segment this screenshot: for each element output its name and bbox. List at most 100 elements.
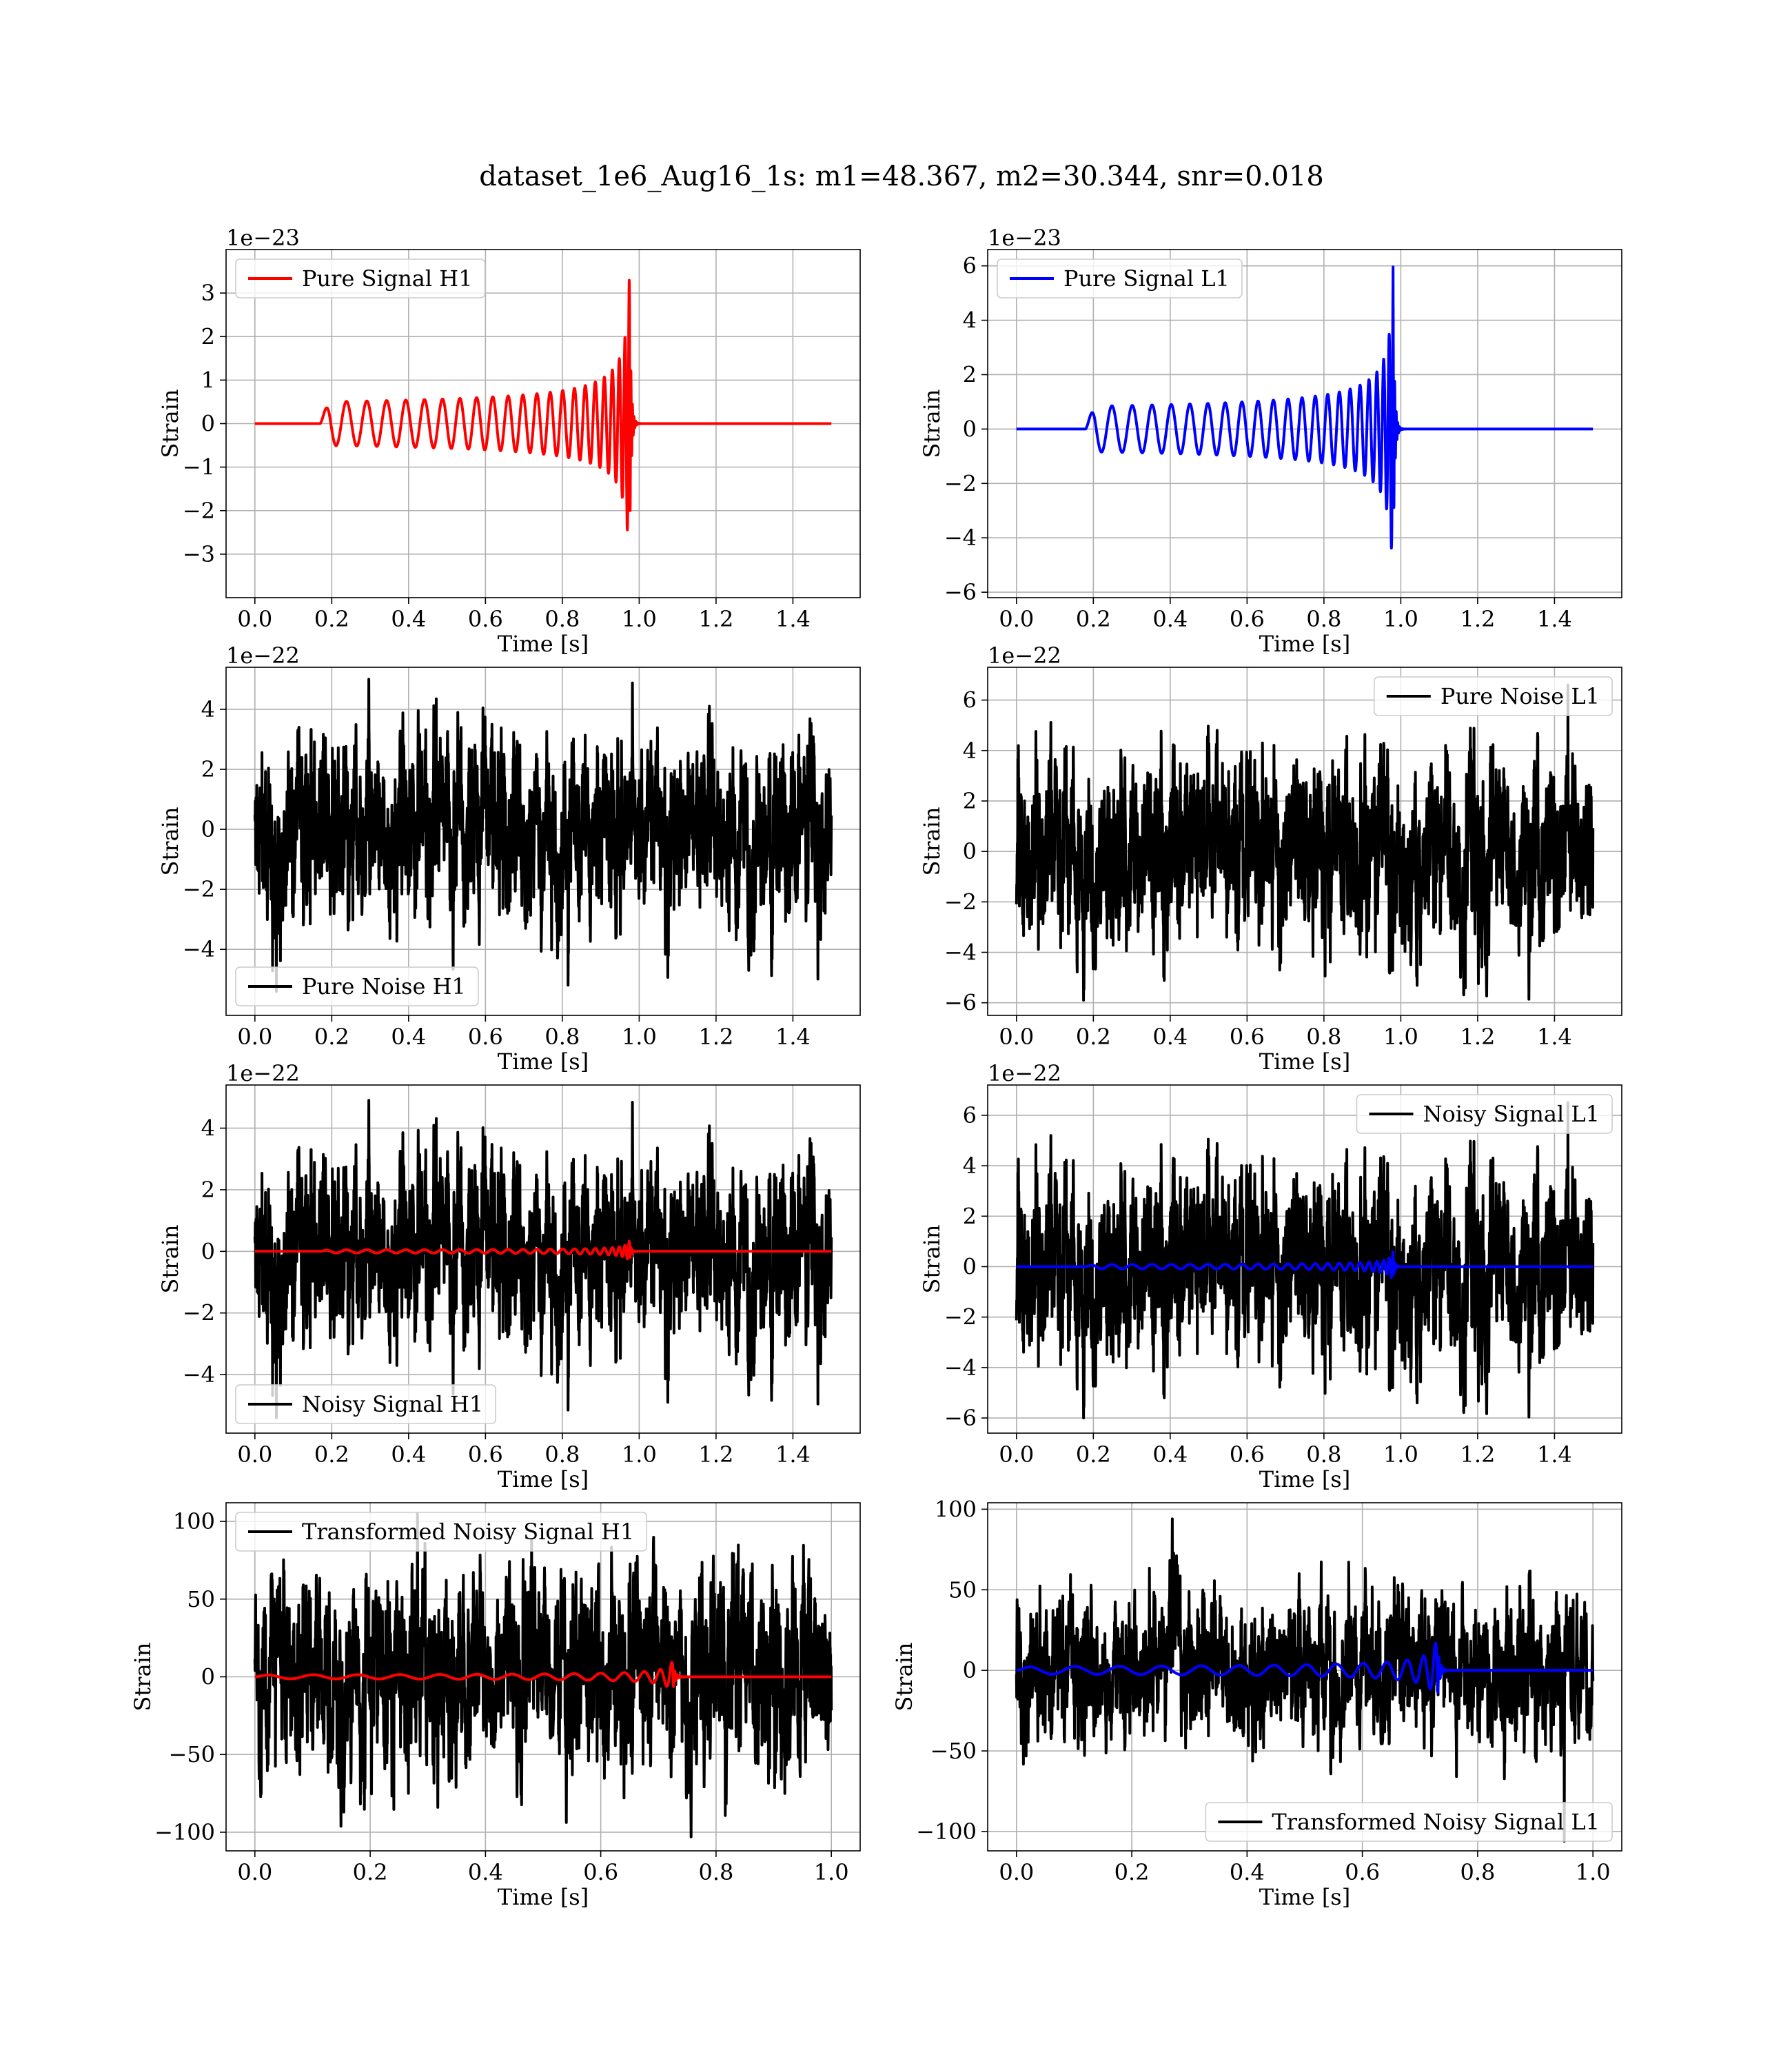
x-axis-label: Time [s] <box>1259 1048 1350 1075</box>
legend: Noisy Signal L1 <box>1356 1094 1613 1134</box>
y-tick-label: 2 <box>963 361 977 387</box>
legend-entry-label: Transformed Noisy Signal L1 <box>1272 1809 1600 1835</box>
legend-entry-label: Transformed Noisy Signal H1 <box>302 1519 634 1545</box>
subplot-transformed-noisy-signal-l1: 0.0 0.2 0.4 0.6 0.8 1.0 −100 −50 0 50 100 Time [s] S… <box>891 1496 1622 1910</box>
x-tick-label: 1.0 <box>814 1859 849 1885</box>
x-axis-label: Time [s] <box>1259 1466 1350 1492</box>
legend-frame <box>997 258 1243 298</box>
y-offset-text: 1e−22 <box>226 642 300 669</box>
x-tick-label: 0.0 <box>999 606 1034 632</box>
legend-entry-label: Noisy Signal H1 <box>302 1391 483 1417</box>
x-axis-label: Time [s] <box>498 1466 589 1492</box>
legend-frame <box>235 1384 496 1424</box>
signal-line-transformed-noisy-signal-l1 <box>1015 1641 1594 1694</box>
x-tick-label: 1.0 <box>1383 1441 1418 1468</box>
y-offset-text: 1e−22 <box>226 1060 300 1086</box>
y-tick-label: 0 <box>963 1253 977 1279</box>
y-axis-label: Strain <box>157 807 183 876</box>
y-axis-label: Strain <box>157 389 183 458</box>
y-tick-label: 2 <box>201 756 215 782</box>
x-tick-label: 0.8 <box>1460 1859 1495 1885</box>
x-tick-label: 1.0 <box>1383 1024 1418 1050</box>
subplot-transformed-noisy-signal-h1: 0.0 0.2 0.4 0.6 0.8 1.0 −100 −50 0 50 100 Time [s] S… <box>130 1502 861 1910</box>
subplot-pure-noise-h1: 0.0 0.2 0.4 0.6 0.8 1.0 1.2 1.4 −4 −2 0 2 4 Time [s] S… <box>157 642 861 1075</box>
y-tick-label: 2 <box>963 788 977 814</box>
x-axis-label: Time [s] <box>498 631 589 657</box>
y-tick-label: 0 <box>201 816 215 842</box>
x-tick-label: 0.4 <box>1152 606 1188 632</box>
legend: Noisy Signal H1 <box>235 1384 496 1424</box>
y-tick-label: −2 <box>183 1300 215 1326</box>
axes-frame <box>987 1502 1622 1852</box>
y-tick-label: 0 <box>201 1238 215 1264</box>
x-tick-label: 0.4 <box>391 606 426 632</box>
y-tick-label: −4 <box>944 1355 977 1381</box>
x-tick-label: 1.0 <box>622 606 657 632</box>
axes-frame <box>987 249 1622 598</box>
noise-line-transformed-noisy-signal-l1 <box>1015 1517 1595 1843</box>
x-tick-label: 0.4 <box>468 1859 503 1885</box>
legend: Transformed Noisy Signal H1 <box>235 1512 648 1552</box>
y-axis-label: Strain <box>919 389 945 458</box>
x-tick-label: 1.2 <box>698 1024 733 1050</box>
legend-frame <box>235 258 486 298</box>
legend-frame <box>1205 1802 1613 1842</box>
legend: Pure Signal H1 <box>235 258 486 298</box>
signal-line-transformed-noisy-signal-h1 <box>254 1661 832 1688</box>
x-tick-label: 1.0 <box>622 1441 657 1468</box>
legend-frame <box>235 966 479 1006</box>
y-tick-label: 0 <box>963 838 977 864</box>
x-tick-label: 0.8 <box>544 606 580 632</box>
y-tick-label: −50 <box>168 1741 215 1767</box>
y-tick-label: −2 <box>183 876 215 902</box>
legend-entry-label: Pure Signal H1 <box>302 265 473 292</box>
y-tick-label: 2 <box>201 323 215 349</box>
y-tick-label: −2 <box>944 1304 977 1330</box>
y-tick-label: −4 <box>183 1361 215 1388</box>
y-tick-label: −4 <box>944 525 977 551</box>
x-tick-label: 0.8 <box>544 1024 580 1050</box>
subplot-pure-signal-h1: 0.0 0.2 0.4 0.6 0.8 1.0 1.2 1.4 −3 −2 −1 0 1 2 3 Time [… <box>157 225 861 657</box>
subplot-pure-signal-l1: 0.0 0.2 0.4 0.6 0.8 1.0 1.2 1.4 −6 −4 −2 0 2 4 6 Time [… <box>919 225 1622 657</box>
y-tick-label: 6 <box>963 253 977 279</box>
y-tick-label: 4 <box>963 1153 977 1179</box>
legend-entry-label: Pure Noise H1 <box>302 973 466 1000</box>
y-offset-text: 1e−23 <box>988 225 1061 251</box>
x-tick-label: 0.0 <box>999 1441 1034 1468</box>
x-tick-label: 0.0 <box>999 1859 1034 1885</box>
x-tick-label: 0.0 <box>999 1024 1034 1050</box>
subplot-grid: 0.0 0.2 0.4 0.6 0.8 1.0 1.2 1.4 −3 −2 −1 0 1 2 3 Time [… <box>130 225 1622 1910</box>
x-tick-label: 0.2 <box>1076 606 1111 632</box>
subplot-noisy-signal-l1: 0.0 0.2 0.4 0.6 0.8 1.0 1.2 1.4 −6 −4 −2 0 2 4 6 Time [… <box>919 1060 1622 1492</box>
x-tick-label: 1.0 <box>622 1024 657 1050</box>
y-tick-label: 4 <box>201 696 215 722</box>
x-tick-label: 0.8 <box>544 1441 580 1468</box>
legend: Pure Noise L1 <box>1374 676 1613 716</box>
legend-frame <box>1356 1094 1613 1134</box>
y-tick-label: −6 <box>944 1405 977 1431</box>
x-tick-label: 0.2 <box>353 1859 388 1885</box>
y-tick-label: 0 <box>201 411 215 437</box>
y-tick-label: 2 <box>201 1177 215 1203</box>
y-offset-text: 1e−22 <box>988 1060 1061 1086</box>
x-tick-label: 0.0 <box>237 1441 272 1468</box>
y-tick-label: 50 <box>948 1577 977 1603</box>
signal-line-noisy-signal-l1 <box>1016 1250 1594 1279</box>
x-tick-label: 1.2 <box>1460 606 1495 632</box>
x-tick-label: 0.2 <box>314 1024 349 1050</box>
y-tick-label: 1 <box>201 367 215 393</box>
x-tick-label: 1.2 <box>698 606 733 632</box>
y-tick-label: −1 <box>183 454 215 480</box>
x-tick-label: 0.8 <box>1306 1441 1341 1468</box>
y-tick-label: 4 <box>963 307 977 334</box>
signal-line-pure-signal-l1 <box>1016 265 1594 550</box>
y-offset-text: 1e−22 <box>988 642 1061 669</box>
y-tick-label: −2 <box>944 889 977 915</box>
legend: Pure Signal L1 <box>997 258 1243 298</box>
x-tick-label: 1.4 <box>775 1441 811 1468</box>
y-tick-label: 0 <box>201 1664 215 1690</box>
y-tick-label: 100 <box>173 1508 215 1534</box>
x-axis-label: Time [s] <box>498 1884 589 1910</box>
y-tick-label: 50 <box>187 1586 215 1612</box>
legend-frame <box>1374 676 1613 716</box>
